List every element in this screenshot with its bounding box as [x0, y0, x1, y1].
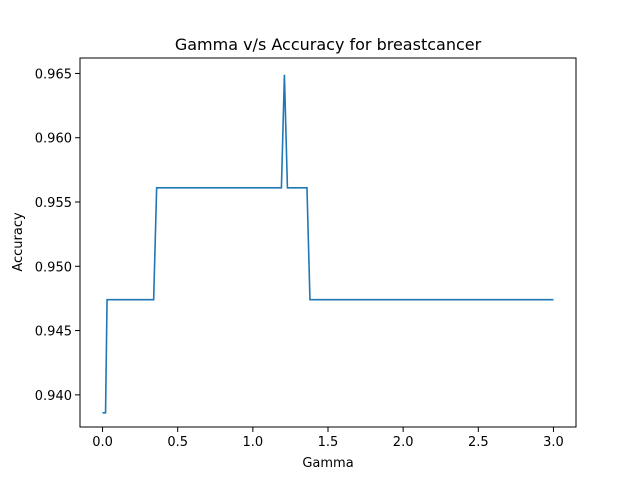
chart-title: Gamma v/s Accuracy for breastcancer	[175, 35, 482, 54]
y-tick-label: 0.945	[35, 325, 72, 340]
y-axis-ticks: 0.940 0.945 0.950 0.955 0.960 0.965	[35, 67, 80, 404]
x-tick-label: 1.0	[243, 435, 264, 450]
x-tick-label: 0.0	[92, 435, 113, 450]
x-tick-label: 3.0	[543, 435, 564, 450]
y-tick-label: 0.940	[35, 389, 72, 404]
y-tick-label: 0.960	[35, 132, 72, 147]
x-tick-label: 1.5	[318, 435, 339, 450]
y-tick-label: 0.950	[35, 260, 72, 275]
x-axis-label: Gamma	[302, 456, 353, 471]
x-tick-label: 0.5	[167, 435, 188, 450]
y-tick-label: 0.955	[35, 196, 72, 211]
y-axis-label: Accuracy	[11, 212, 26, 272]
x-tick-label: 2.5	[468, 435, 489, 450]
y-tick-label: 0.965	[35, 67, 72, 82]
series-line	[102, 74, 554, 414]
x-tick-label: 2.0	[393, 435, 414, 450]
x-axis-ticks: 0.0 0.5 1.0 1.5 2.0 2.5 3.0	[92, 427, 564, 450]
